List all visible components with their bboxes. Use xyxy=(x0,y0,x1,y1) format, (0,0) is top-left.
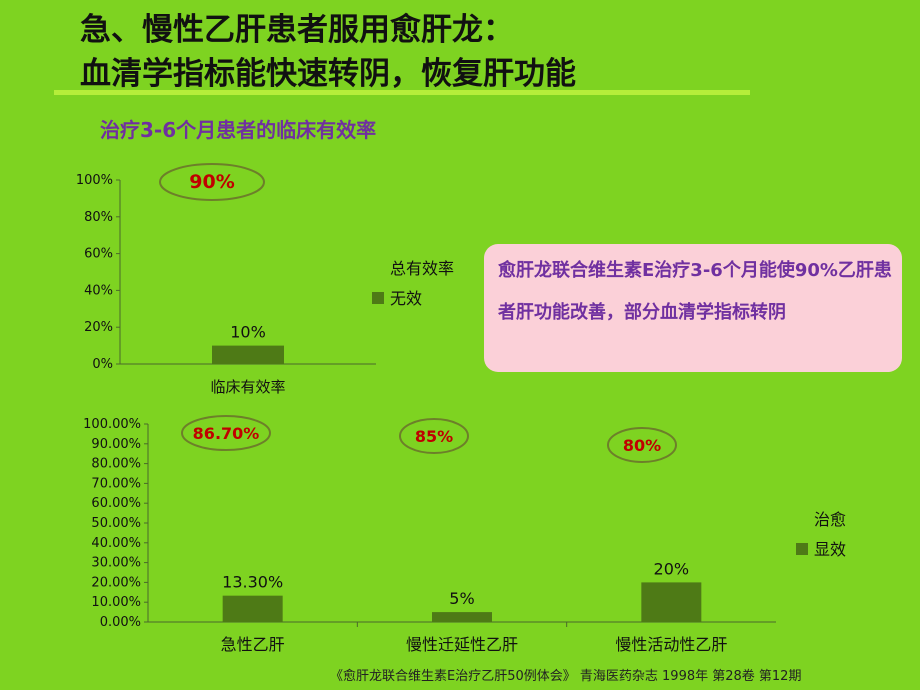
chart2-bar-value-label: 13.30% xyxy=(222,573,283,592)
title-divider xyxy=(54,90,750,95)
chart1-bar xyxy=(212,345,284,364)
chart2-annotation-label: 85% xyxy=(415,427,453,446)
chart1-y-tick-label: 20% xyxy=(84,320,113,335)
chart1-legend-label: 总有效率 xyxy=(390,259,454,278)
chart1-y-tick-label: 60% xyxy=(84,247,113,262)
chart2-y-tick-label: 60.00% xyxy=(91,496,141,511)
chart2-bar xyxy=(641,582,702,622)
chart1-annotation-ellipse xyxy=(159,163,265,201)
chart1-y-tick-label: 100% xyxy=(76,173,113,188)
chart2-y-tick-label: 100.00% xyxy=(83,417,141,432)
chart-subtitle: 治疗3-6个月患者的临床有效率 xyxy=(100,118,377,142)
chart2-y-tick-label: 90.00% xyxy=(91,437,141,452)
chart2-category-label: 慢性活动性乙肝 xyxy=(615,635,727,654)
chart2-y-tick-label: 40.00% xyxy=(91,536,141,551)
slide-title: 急、慢性乙肝患者服用愈肝龙： 血清学指标能快速转阴，恢复肝功能 xyxy=(80,8,880,96)
chart2-bar xyxy=(222,595,283,622)
chart2-legend-label: 显效 xyxy=(814,540,846,559)
chart2-y-tick-label: 70.00% xyxy=(91,476,141,491)
chart2-bar-value-label: 20% xyxy=(654,559,690,578)
chart2-y-tick-label: 0.00% xyxy=(100,615,141,630)
chart2-y-tick-label: 80.00% xyxy=(91,457,141,472)
chart2-annotation-ellipse xyxy=(607,427,677,463)
chart1-bar-value-label: 10% xyxy=(230,323,266,342)
chart1-legend-label: 无效 xyxy=(390,289,422,308)
chart2-y-tick-label: 30.00% xyxy=(91,556,141,571)
chart2-bar-value-label: 5% xyxy=(449,589,474,608)
chart2-legend-label: 治愈 xyxy=(814,510,846,529)
chart2-annotation-label: 86.70% xyxy=(193,424,260,443)
chart2-category-label: 急性乙肝 xyxy=(221,635,285,654)
chart2-legend-swatch xyxy=(796,543,808,555)
title-line-1: 急、慢性乙肝患者服用愈肝龙： xyxy=(80,12,514,48)
chart1-category-label: 临床有效率 xyxy=(210,378,285,396)
title-line-2: 血清学指标能快速转阴，恢复肝功能 xyxy=(80,56,576,92)
chart2-annotation-ellipse xyxy=(181,415,271,451)
chart2-y-tick-label: 20.00% xyxy=(91,575,141,590)
chart2-annotation-ellipse xyxy=(399,418,469,454)
chart2-y-tick-label: 10.00% xyxy=(91,595,141,610)
source-citation: 《愈肝龙联合维生素E治疗乙肝50例体会》 青海医药杂志 1998年 第28卷 第… xyxy=(330,669,802,684)
chart2-category-label: 慢性迁延性乙肝 xyxy=(406,635,518,654)
chart2-y-tick-label: 50.00% xyxy=(91,516,141,531)
chart2-annotation-label: 80% xyxy=(623,436,661,455)
callout-box: 愈肝龙联合维生素E治疗3-6个月能使90%乙肝患者肝功能改善，部分血清学指标转阴 xyxy=(484,244,902,372)
chart1-legend-swatch xyxy=(372,292,384,304)
chart2-bar xyxy=(432,612,492,622)
chart1-y-tick-label: 80% xyxy=(84,210,113,225)
chart1-annotation-label: 90% xyxy=(189,171,234,193)
chart1-y-tick-label: 40% xyxy=(84,283,113,298)
chart1-y-tick-label: 0% xyxy=(92,357,113,372)
